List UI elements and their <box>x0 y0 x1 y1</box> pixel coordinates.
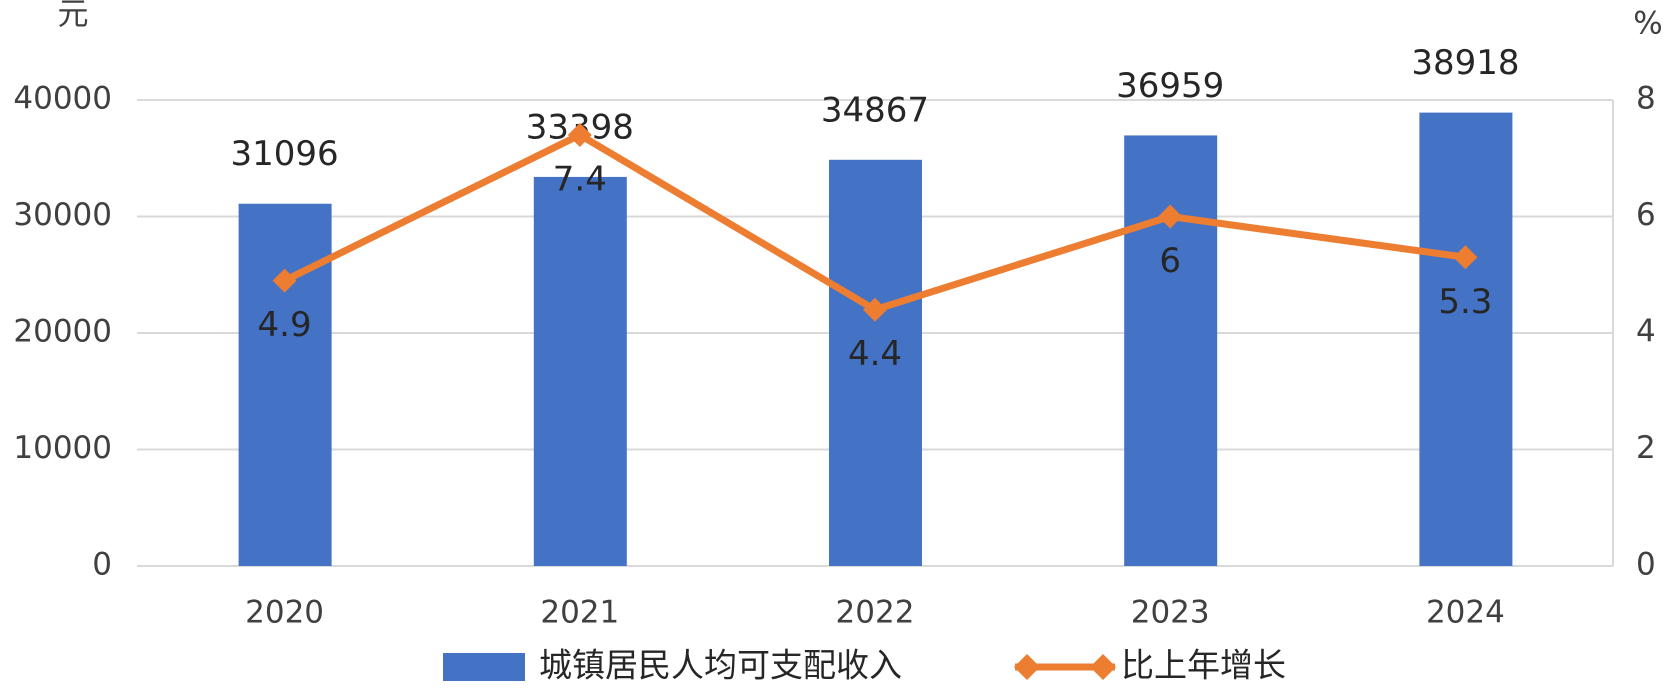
bar <box>238 203 332 566</box>
legend-marker <box>1014 654 1040 680</box>
line-marker <box>567 122 592 147</box>
line-marker <box>1158 204 1183 229</box>
bar-value-label: 34867 <box>821 90 929 130</box>
line-value-label: 5.3 <box>1438 282 1492 322</box>
x-tick-label: 2022 <box>836 595 915 631</box>
line-value-label: 4.4 <box>848 334 902 374</box>
bar <box>1124 135 1218 566</box>
y-axis-unit: 元 <box>58 0 89 33</box>
x-tick-label: 2023 <box>1131 595 1210 631</box>
line-value-label: 6 <box>1159 241 1181 281</box>
legend-marker <box>1090 654 1116 680</box>
legend-swatch <box>443 653 525 681</box>
y2-tick-label: 8 <box>1636 81 1656 117</box>
y-tick-label: 20000 <box>13 314 112 350</box>
y2-tick-label: 4 <box>1636 314 1656 350</box>
line-marker <box>272 268 297 293</box>
x-tick-label: 2024 <box>1426 595 1505 631</box>
y-tick-label: 30000 <box>13 197 112 233</box>
x-tick-label: 2020 <box>245 595 324 631</box>
bar <box>829 159 922 567</box>
y2-tick-label: 0 <box>1636 547 1656 583</box>
y2-axis-unit: % <box>1633 6 1662 42</box>
y-tick-label: 0 <box>92 547 112 583</box>
y-tick-label: 10000 <box>13 430 112 466</box>
bar <box>1419 112 1513 567</box>
line-value-label: 7.4 <box>553 159 607 199</box>
x-tick-label: 2021 <box>540 595 619 631</box>
y2-tick-label: 6 <box>1636 197 1656 233</box>
legend-label: 城镇居民人均可支配收入 <box>539 646 902 685</box>
legend-label: 比上年增长 <box>1121 646 1286 685</box>
bar-value-label: 31096 <box>231 134 339 174</box>
bar-value-label: 36959 <box>1116 66 1224 106</box>
y-tick-label: 40000 <box>13 81 112 117</box>
line-marker <box>1453 245 1478 270</box>
y2-tick-label: 2 <box>1636 430 1656 466</box>
line-value-label: 4.9 <box>258 305 312 345</box>
line-marker <box>863 297 887 322</box>
bar <box>533 176 627 566</box>
bar-value-label: 38918 <box>1411 43 1519 83</box>
